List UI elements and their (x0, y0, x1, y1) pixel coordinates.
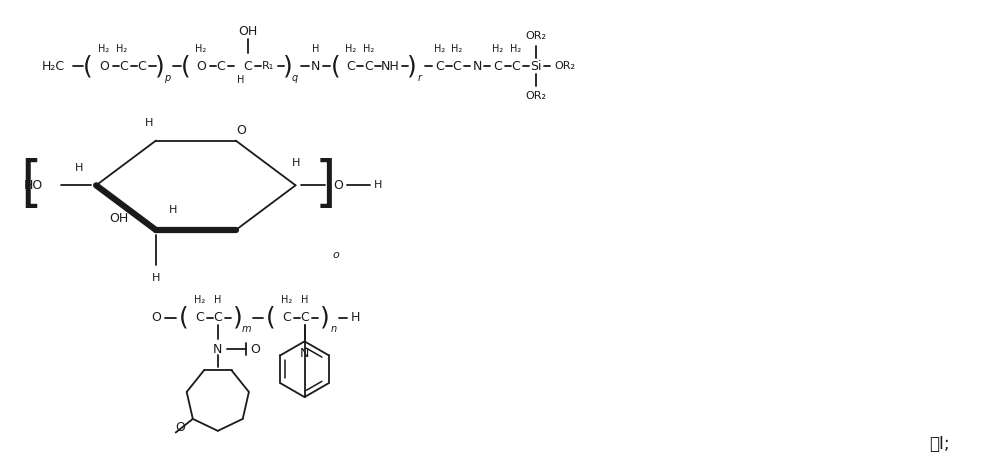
Text: C: C (346, 59, 355, 73)
Text: H₂: H₂ (98, 44, 110, 54)
Text: (: ( (331, 54, 340, 78)
Text: C: C (300, 311, 309, 324)
Text: C: C (138, 59, 146, 73)
Text: O: O (196, 59, 206, 73)
Text: H: H (374, 180, 383, 190)
Text: N: N (472, 59, 482, 73)
Text: ): ) (320, 305, 329, 330)
Text: H₂: H₂ (492, 44, 504, 54)
Text: H: H (291, 159, 300, 169)
Text: C: C (453, 59, 461, 73)
Text: OR₂: OR₂ (525, 91, 546, 101)
Text: O: O (151, 311, 161, 324)
Text: H₂: H₂ (345, 44, 356, 54)
Text: r: r (417, 73, 421, 83)
Text: H: H (237, 75, 244, 85)
Text: OR₂: OR₂ (554, 61, 575, 71)
Text: HO: HO (24, 179, 43, 192)
Text: ): ) (233, 305, 243, 330)
Text: ): ) (407, 54, 417, 78)
Text: H: H (152, 273, 160, 283)
Text: ): ) (155, 54, 165, 78)
Text: N: N (213, 343, 222, 356)
Text: OH: OH (109, 212, 129, 225)
Text: H: H (145, 118, 153, 128)
Text: p: p (164, 73, 170, 83)
Text: ]: ] (315, 158, 336, 212)
Text: H₂: H₂ (195, 44, 206, 54)
Text: NH: NH (381, 59, 400, 73)
Text: q: q (291, 73, 298, 83)
Text: H₂: H₂ (116, 44, 128, 54)
Text: H₂: H₂ (451, 44, 463, 54)
Text: (: ( (181, 54, 191, 78)
Text: (: ( (266, 305, 276, 330)
Text: ): ) (283, 54, 292, 78)
Text: n: n (330, 324, 337, 334)
Text: C: C (364, 59, 373, 73)
Text: (: ( (179, 305, 189, 330)
Text: Si: Si (530, 59, 542, 73)
Text: (: ( (83, 54, 93, 78)
Text: O: O (99, 59, 109, 73)
Text: H: H (301, 294, 308, 304)
Text: O: O (334, 179, 343, 192)
Text: 式I;: 式I; (929, 435, 949, 453)
Text: H: H (214, 294, 221, 304)
Text: H: H (351, 311, 360, 324)
Text: C: C (195, 311, 204, 324)
Text: C: C (282, 311, 291, 324)
Text: H₂: H₂ (281, 294, 292, 304)
Text: O: O (236, 124, 246, 137)
Text: C: C (494, 59, 502, 73)
Text: C: C (216, 59, 225, 73)
Text: H: H (75, 163, 83, 173)
Text: O: O (176, 421, 186, 434)
Text: OH: OH (238, 25, 257, 38)
Text: R₁: R₁ (262, 61, 274, 71)
Text: [: [ (20, 158, 42, 212)
Text: C: C (213, 311, 222, 324)
Text: H₂: H₂ (434, 44, 445, 54)
Text: H₂: H₂ (194, 294, 205, 304)
Text: C: C (512, 59, 520, 73)
Text: H: H (312, 44, 319, 54)
Text: o: o (332, 250, 339, 260)
Text: C: C (120, 59, 128, 73)
Text: O: O (251, 343, 261, 356)
Text: m: m (242, 324, 251, 334)
Text: H₂C: H₂C (42, 59, 65, 73)
Text: H: H (169, 205, 177, 215)
Text: H₂: H₂ (363, 44, 374, 54)
Text: OR₂: OR₂ (525, 31, 546, 41)
Text: N: N (311, 59, 320, 73)
Text: N: N (300, 347, 309, 360)
Text: C: C (435, 59, 444, 73)
Text: C: C (243, 59, 252, 73)
Text: H₂: H₂ (510, 44, 522, 54)
